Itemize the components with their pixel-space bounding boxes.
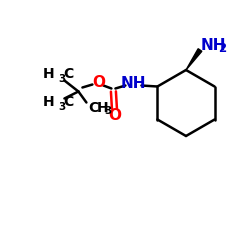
Text: C: C bbox=[64, 96, 74, 110]
Text: 2: 2 bbox=[218, 42, 226, 56]
Text: H: H bbox=[43, 96, 54, 110]
Text: 3: 3 bbox=[58, 74, 66, 84]
Text: C: C bbox=[88, 100, 99, 114]
Text: 3: 3 bbox=[104, 106, 112, 117]
Text: H: H bbox=[43, 68, 54, 82]
Text: O: O bbox=[92, 75, 105, 90]
Polygon shape bbox=[186, 49, 202, 70]
Text: NH: NH bbox=[200, 38, 226, 54]
Text: NH: NH bbox=[121, 76, 146, 91]
Text: O: O bbox=[108, 108, 121, 123]
Text: C: C bbox=[64, 68, 74, 82]
Text: H: H bbox=[96, 100, 108, 114]
Text: 3: 3 bbox=[58, 102, 66, 112]
